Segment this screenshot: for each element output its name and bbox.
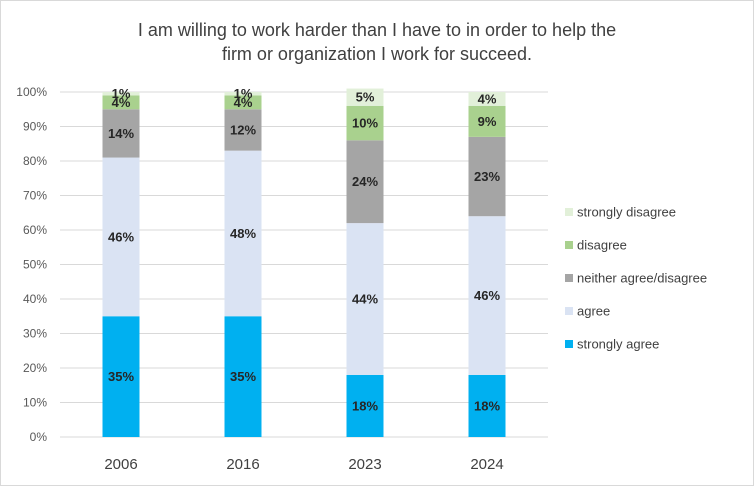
- data-label-2023-1: 44%: [352, 292, 378, 307]
- y-tick-label-5: 50%: [23, 258, 47, 272]
- bar-2024-strongly-agree: [468, 374, 506, 437]
- chart-title-line-2: firm or organization I work for succeed.: [221, 44, 533, 64]
- bar-2016-agree: [224, 150, 262, 317]
- bar-2006-strongly-agree: [102, 316, 140, 437]
- bar-2006-strongly-disagree: [102, 92, 140, 96]
- legend-label-0: strongly disagree: [577, 205, 676, 220]
- gridlines: [60, 91, 548, 438]
- bar-2006-disagree: [102, 95, 140, 110]
- y-tick-label-4: 40%: [23, 292, 47, 306]
- bar-2023-disagree: [346, 105, 384, 141]
- bar-2023-neither-agree-disagree: [346, 140, 384, 224]
- bar-2024-strongly-disagree: [468, 92, 506, 106]
- data-label-2016-3: 4%: [234, 95, 253, 110]
- y-axis: 0% 10% 20% 30% 40% 50% 60% 70% 80% 90% 100%: [16, 85, 47, 444]
- data-label-2006-4: 1%: [112, 86, 131, 101]
- data-label-2023-0: 18%: [352, 398, 378, 413]
- chart-title: I am willing to work harder than I have …: [0, 18, 754, 66]
- data-label-2006-3: 4%: [112, 95, 131, 110]
- bar-2024-disagree: [468, 105, 506, 137]
- bar-2016-strongly-disagree: [224, 92, 262, 96]
- y-tick-label-3: 30%: [23, 327, 47, 341]
- bar-2023-agree: [346, 223, 384, 375]
- x-tick-label-2023: 2023: [348, 456, 381, 473]
- data-label-2016-2: 12%: [230, 122, 256, 137]
- legend: strongly disagree disagree neither agree/d…: [565, 205, 707, 352]
- data-label-2006-1: 46%: [108, 229, 134, 244]
- bar-2006-agree: [102, 157, 140, 317]
- x-tick-label-2006: 2006: [104, 456, 137, 473]
- y-tick-label-8: 80%: [23, 154, 47, 168]
- x-axis: 2006 2016 2023 2024: [104, 456, 503, 473]
- data-label-2023-4: 5%: [356, 90, 375, 105]
- x-tick-label-2016: 2016: [226, 456, 259, 473]
- y-tick-label-0: 0%: [30, 430, 48, 444]
- bar-2023-strongly-disagree: [346, 88, 384, 106]
- bar-2016-strongly-agree: [224, 316, 262, 437]
- bar-2024-neither-agree-disagree: [468, 136, 506, 217]
- y-tick-label-10: 100%: [16, 85, 47, 99]
- bar-2016-disagree: [224, 95, 262, 110]
- data-label-2024-0: 18%: [474, 398, 500, 413]
- legend-label-3: agree: [577, 304, 610, 319]
- bars: 35%46%14%4%1%35%48%12%4%1%18%44%24%10%5%…: [102, 86, 506, 437]
- data-label-2023-2: 24%: [352, 174, 378, 189]
- bar-2024-agree: [468, 216, 506, 375]
- y-tick-label-1: 10%: [23, 396, 47, 410]
- bar-2023-strongly-agree: [346, 374, 384, 437]
- legend-label-1: disagree: [577, 238, 627, 253]
- legend-swatch-1: [565, 241, 573, 249]
- data-label-2024-1: 46%: [474, 288, 500, 303]
- legend-label-2: neither agree/disagree: [577, 271, 707, 286]
- legend-swatch-0: [565, 208, 573, 216]
- x-tick-label-2024: 2024: [470, 456, 503, 473]
- y-tick-label-7: 70%: [23, 189, 47, 203]
- data-label-2006-0: 35%: [108, 369, 134, 384]
- chart-title-line-1: I am willing to work harder than I have …: [137, 20, 617, 40]
- y-tick-label-6: 60%: [23, 223, 47, 237]
- data-label-2024-4: 4%: [478, 91, 497, 106]
- bar-2016-neither-agree-disagree: [224, 109, 262, 151]
- y-tick-label-9: 90%: [23, 120, 47, 134]
- data-label-2016-0: 35%: [230, 369, 256, 384]
- data-label-2016-4: 1%: [234, 86, 253, 101]
- legend-swatch-2: [565, 274, 573, 282]
- data-label-2023-3: 10%: [352, 116, 378, 131]
- y-tick-label-2: 20%: [23, 361, 47, 375]
- bar-2006-neither-agree-disagree: [102, 109, 140, 158]
- legend-swatch-4: [565, 340, 573, 348]
- legend-label-4: strongly agree: [577, 337, 659, 352]
- data-label-2024-2: 23%: [474, 169, 500, 184]
- legend-swatch-3: [565, 307, 573, 315]
- data-label-2024-3: 9%: [478, 114, 497, 129]
- data-label-2006-2: 14%: [108, 126, 134, 141]
- data-label-2016-1: 48%: [230, 226, 256, 241]
